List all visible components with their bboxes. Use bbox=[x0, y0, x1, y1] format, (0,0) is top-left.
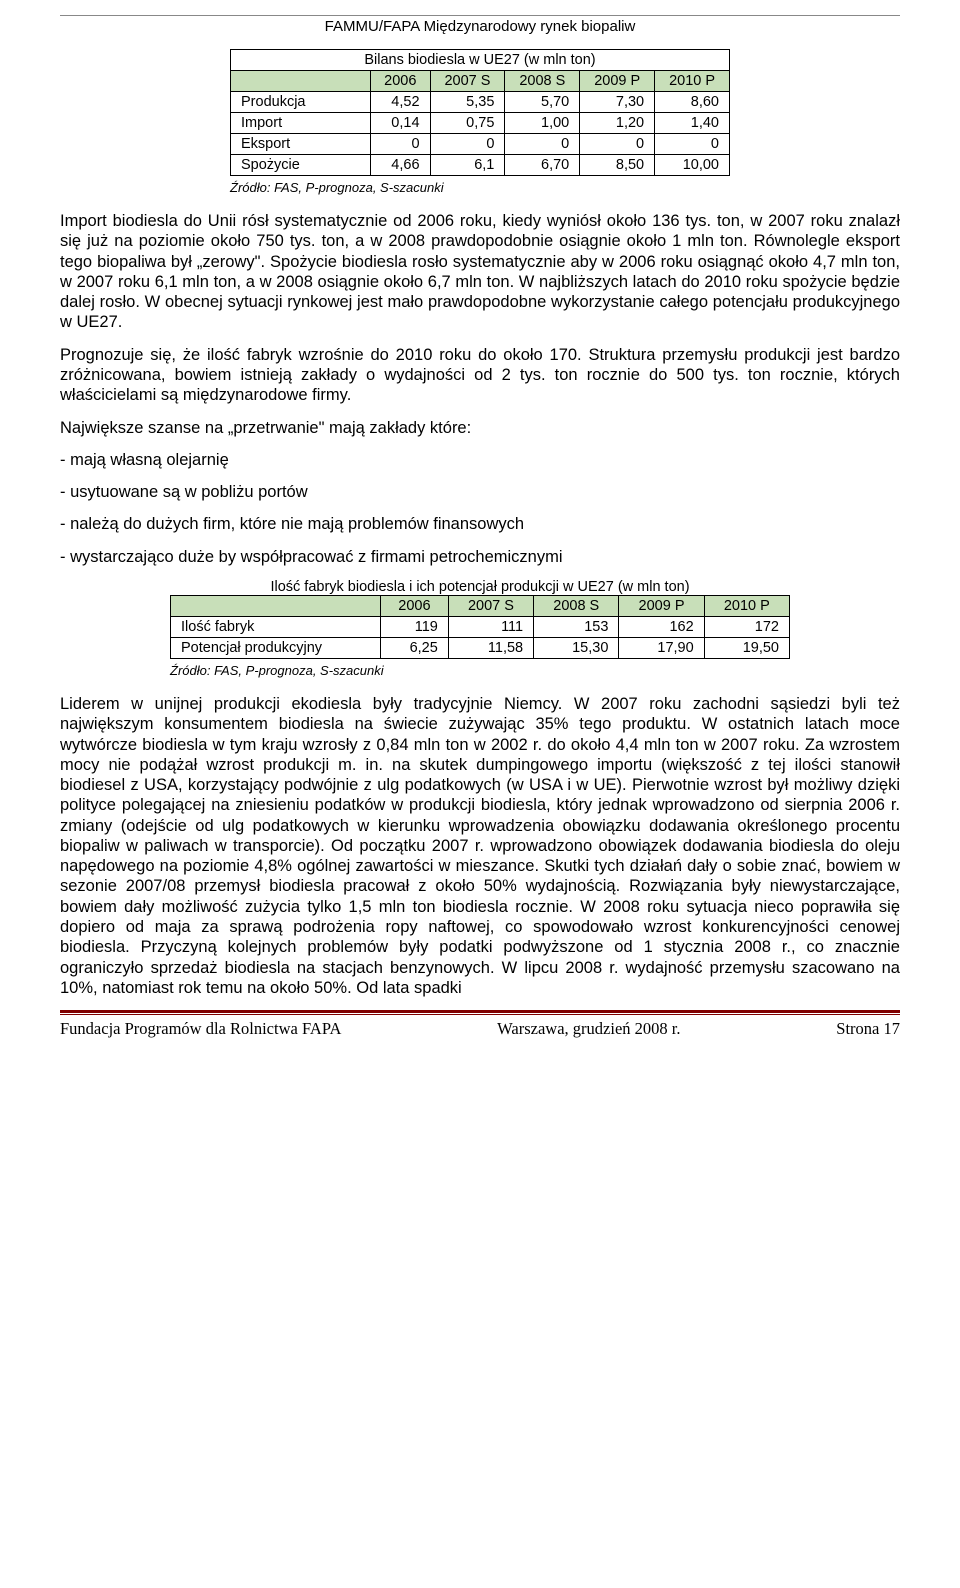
table1-header-row: 2006 2007 S 2008 S 2009 P 2010 P bbox=[231, 71, 730, 92]
list-item: - usytuowane są w pobliżu portów bbox=[60, 482, 900, 502]
col: 2006 bbox=[381, 595, 449, 616]
col: 2009 P bbox=[580, 71, 655, 92]
col: 2007 S bbox=[430, 71, 505, 92]
paragraph: Import biodiesla do Unii rósł systematyc… bbox=[60, 211, 900, 333]
header-rule bbox=[60, 15, 900, 16]
table1-source: Źródło: FAS, P-prognoza, S-szacunki bbox=[230, 180, 730, 195]
paragraph: Prognozuje się, że ilość fabryk wzrośnie… bbox=[60, 345, 900, 406]
footer-right: Strona 17 bbox=[836, 1019, 900, 1039]
footer-left: Fundacja Programów dla Rolnictwa FAPA bbox=[60, 1019, 341, 1039]
table-factories: 2006 2007 S 2008 S 2009 P 2010 P Ilość f… bbox=[170, 595, 790, 659]
col: 2009 P bbox=[619, 595, 704, 616]
table-row: Eksport 0 0 0 0 0 bbox=[231, 134, 730, 155]
paragraph: Liderem w unijnej produkcji ekodiesla by… bbox=[60, 694, 900, 998]
col: 2010 P bbox=[655, 71, 730, 92]
table-row: Potencjał produkcyjny 6,25 11,58 15,30 1… bbox=[171, 637, 790, 658]
col: 2008 S bbox=[505, 71, 580, 92]
col: 2008 S bbox=[534, 595, 619, 616]
page-header: FAMMU/FAPA Międzynarodowy rynek biopaliw bbox=[60, 18, 900, 35]
list-item: - należą do dużych firm, które nie mają … bbox=[60, 514, 900, 534]
table-row: Ilość fabryk 119 111 153 162 172 bbox=[171, 616, 790, 637]
footer-center: Warszawa, grudzień 2008 r. bbox=[497, 1019, 680, 1039]
list-item: - mają własną olejarnię bbox=[60, 450, 900, 470]
table2-source: Źródło: FAS, P-prognoza, S-szacunki bbox=[170, 663, 790, 678]
col: 2006 bbox=[371, 71, 431, 92]
table2-caption: Ilość fabryk biodiesla i ich potencjał p… bbox=[170, 579, 790, 595]
table1-caption: Bilans biodiesla w UE27 (w mln ton) bbox=[231, 50, 730, 71]
table-row: Spożycie 4,66 6,1 6,70 8,50 10,00 bbox=[231, 155, 730, 176]
list-item: - wystarczająco duże by współpracować z … bbox=[60, 547, 900, 567]
table-row: Produkcja 4,52 5,35 5,70 7,30 8,60 bbox=[231, 92, 730, 113]
page-footer: Fundacja Programów dla Rolnictwa FAPA Wa… bbox=[60, 1019, 900, 1039]
col: 2010 P bbox=[704, 595, 789, 616]
table2-header-row: 2006 2007 S 2008 S 2009 P 2010 P bbox=[171, 595, 790, 616]
col: 2007 S bbox=[448, 595, 533, 616]
table-biodiesel-balance: Bilans biodiesla w UE27 (w mln ton) 2006… bbox=[230, 49, 730, 176]
table-row: Import 0,14 0,75 1,00 1,20 1,40 bbox=[231, 113, 730, 134]
footer-rule bbox=[60, 1010, 900, 1013]
paragraph: Największe szanse na „przetrwanie" mają … bbox=[60, 418, 900, 438]
footer-rule bbox=[60, 1014, 900, 1015]
